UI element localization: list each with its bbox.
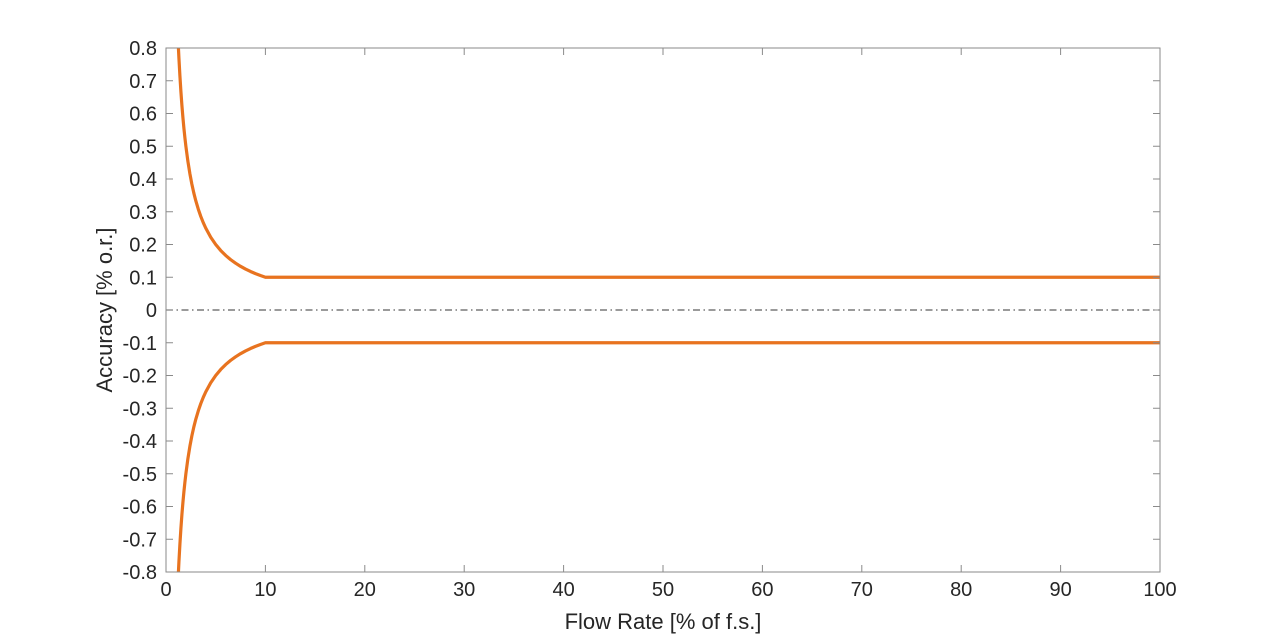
x-tick-label: 90 [1049, 579, 1071, 601]
y-tick-label: 0.8 [129, 38, 157, 60]
y-tick-label: -0.6 [123, 497, 157, 519]
y-tick-label: -0.2 [123, 366, 157, 388]
y-axis-label: Accuracy [% o.r.] [92, 227, 117, 392]
x-axis-label: Flow Rate [% of f.s.] [565, 609, 762, 634]
x-tick-label: 80 [950, 579, 972, 601]
y-tick-label: 0.1 [129, 267, 157, 289]
y-tick-label: -0.8 [123, 562, 157, 584]
y-tick-label: 0.6 [129, 104, 157, 126]
x-tick-label: 0 [160, 579, 171, 601]
y-tick-label: -0.7 [123, 529, 157, 551]
x-tick-label: 10 [254, 579, 276, 601]
x-tick-label: 70 [851, 579, 873, 601]
plot-generated: 0 10 20 30 40 50 60 70 80 90 100 -0.8 -0.7 -0.6 -0.5 -0… [123, 38, 1177, 601]
y-tick-label: -0.4 [123, 431, 157, 453]
y-tick-label: -0.1 [123, 333, 157, 355]
y-tick-label: 0.5 [129, 136, 157, 158]
y-tick-label: 0 [146, 300, 157, 322]
y-tick-label: -0.3 [123, 398, 157, 420]
x-tick-label: 30 [453, 579, 475, 601]
x-tick-label: 60 [751, 579, 773, 601]
x-tick-label: 20 [354, 579, 376, 601]
y-tick-label: -0.5 [123, 464, 157, 486]
lower-accuracy-limit [176, 341, 1160, 573]
y-tick-label: 0.3 [129, 202, 157, 224]
x-tick-label: 40 [552, 579, 574, 601]
y-tick-label: 0.2 [129, 235, 157, 257]
upper-accuracy-limit [176, 47, 1160, 279]
x-tick-label: 100 [1143, 579, 1176, 601]
y-tick-label: 0.4 [129, 169, 157, 191]
y-tick-label: 0.7 [129, 71, 157, 93]
x-tick-label: 50 [652, 579, 674, 601]
